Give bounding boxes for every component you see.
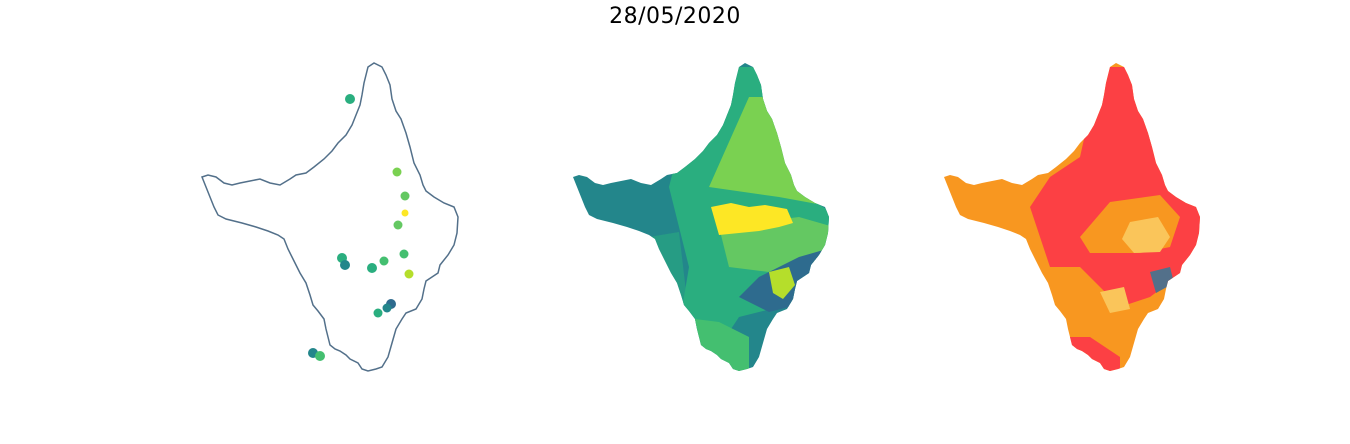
- station-point: [373, 308, 383, 318]
- station-point: [393, 220, 403, 230]
- station-point: [401, 209, 409, 217]
- state-outline: [201, 62, 459, 372]
- risk-region-map: [944, 63, 1200, 371]
- station-point: [315, 351, 325, 361]
- region-coastal: [769, 267, 795, 299]
- station-point: [399, 249, 409, 259]
- viridis-region-map: [573, 63, 829, 371]
- station-point: [345, 94, 355, 104]
- region-center-high: [711, 203, 793, 235]
- figure-title: 28/05/2020: [609, 4, 741, 29]
- station-point: [382, 303, 392, 313]
- station-point: [379, 256, 389, 266]
- station-point: [367, 263, 377, 273]
- risk-region-coastal: [1150, 267, 1174, 293]
- station-points-map: [201, 62, 459, 372]
- station-point: [340, 260, 350, 270]
- risk-region-light: [1122, 217, 1170, 253]
- station-point: [404, 269, 414, 279]
- station-point: [400, 191, 410, 201]
- station-point: [392, 167, 402, 177]
- risk-region-south-light: [1100, 287, 1130, 313]
- station-points: [308, 94, 414, 361]
